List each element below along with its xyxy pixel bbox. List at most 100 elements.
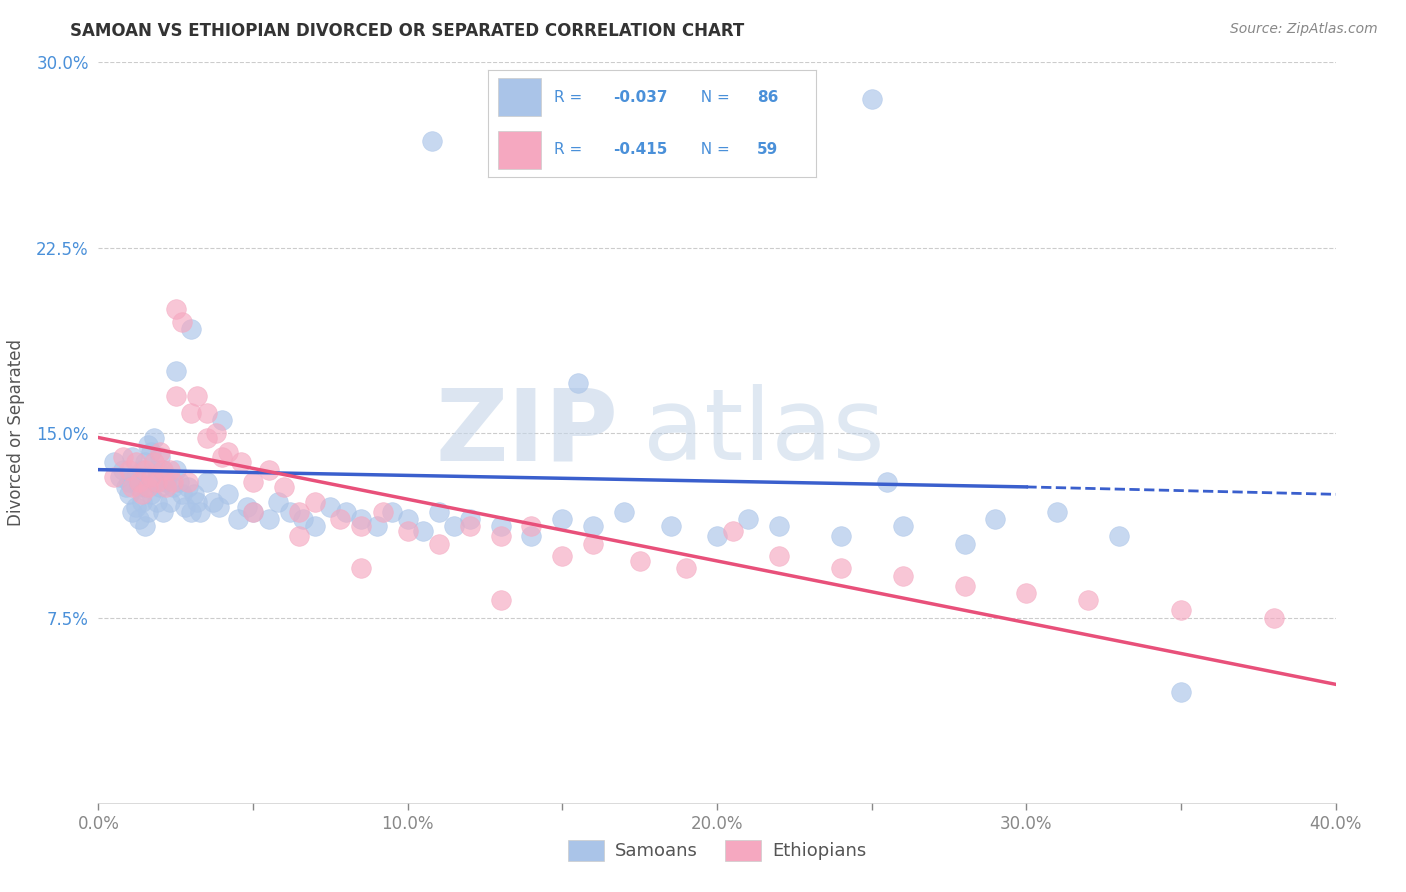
Point xyxy=(1170,685,1192,699)
Point xyxy=(267,494,290,508)
Point xyxy=(155,480,177,494)
Point xyxy=(427,536,450,550)
Point xyxy=(186,388,208,402)
Point xyxy=(115,480,138,494)
Point xyxy=(876,475,898,489)
Point xyxy=(180,505,202,519)
Point xyxy=(1046,505,1069,519)
Point xyxy=(721,524,744,539)
Point xyxy=(567,376,589,391)
Point xyxy=(121,480,143,494)
Point xyxy=(984,512,1007,526)
Point xyxy=(165,302,187,317)
Point xyxy=(177,480,200,494)
Point xyxy=(177,475,200,489)
Point xyxy=(257,512,280,526)
Point xyxy=(149,480,172,494)
Point xyxy=(551,512,574,526)
Point xyxy=(659,519,682,533)
Point xyxy=(195,431,218,445)
Point xyxy=(128,480,150,494)
Point xyxy=(124,500,146,514)
Point xyxy=(146,475,169,489)
Point xyxy=(458,519,481,533)
Point xyxy=(242,475,264,489)
Point xyxy=(860,92,883,106)
Point xyxy=(121,450,143,465)
Point xyxy=(152,462,174,476)
Point xyxy=(134,455,156,469)
Point xyxy=(139,487,162,501)
Point xyxy=(288,505,311,519)
Point xyxy=(136,438,159,452)
Point xyxy=(155,475,177,489)
Point xyxy=(350,512,373,526)
Point xyxy=(217,487,239,501)
Point xyxy=(211,413,233,427)
Point xyxy=(149,445,172,459)
Point xyxy=(118,487,141,501)
Point xyxy=(165,462,187,476)
Point xyxy=(582,536,605,550)
Point xyxy=(139,445,162,459)
Point xyxy=(170,314,193,328)
Point xyxy=(108,470,131,484)
Point xyxy=(170,487,193,501)
Point xyxy=(273,480,295,494)
Point xyxy=(118,475,141,489)
Point xyxy=(201,494,224,508)
Point xyxy=(257,462,280,476)
Point xyxy=(134,519,156,533)
Point xyxy=(1108,529,1130,543)
Legend: Samoans, Ethiopians: Samoans, Ethiopians xyxy=(561,832,873,868)
Point xyxy=(319,500,342,514)
Point xyxy=(304,519,326,533)
Point xyxy=(443,519,465,533)
Point xyxy=(278,505,301,519)
Point xyxy=(953,579,976,593)
Point xyxy=(180,406,202,420)
Point xyxy=(489,593,512,607)
Point xyxy=(458,512,481,526)
Point xyxy=(121,505,143,519)
Point xyxy=(304,494,326,508)
Point xyxy=(165,364,187,378)
Point xyxy=(190,505,212,519)
Point xyxy=(139,470,162,484)
Point xyxy=(381,505,404,519)
Point xyxy=(131,494,153,508)
Point xyxy=(675,561,697,575)
Point xyxy=(830,561,852,575)
Point xyxy=(136,505,159,519)
Point xyxy=(195,475,218,489)
Point xyxy=(205,425,228,440)
Point xyxy=(891,519,914,533)
Point xyxy=(134,462,156,476)
Point xyxy=(174,500,197,514)
Point xyxy=(737,512,759,526)
Point xyxy=(371,505,394,519)
Point xyxy=(211,450,233,465)
Point xyxy=(103,470,125,484)
Point xyxy=(335,505,357,519)
Point xyxy=(706,529,728,543)
Point xyxy=(131,487,153,501)
Point xyxy=(103,455,125,469)
Point xyxy=(146,462,169,476)
Point xyxy=(329,512,352,526)
Point xyxy=(768,519,790,533)
Point xyxy=(146,494,169,508)
Point xyxy=(186,494,208,508)
Point xyxy=(350,519,373,533)
Point xyxy=(159,494,181,508)
Text: SAMOAN VS ETHIOPIAN DIVORCED OR SEPARATED CORRELATION CHART: SAMOAN VS ETHIOPIAN DIVORCED OR SEPARATE… xyxy=(70,22,745,40)
Point xyxy=(152,505,174,519)
Point xyxy=(165,388,187,402)
Point xyxy=(628,554,651,568)
Point xyxy=(112,450,135,465)
Point xyxy=(162,475,184,489)
Point xyxy=(183,487,205,501)
Point xyxy=(159,462,181,476)
Point xyxy=(396,512,419,526)
Point xyxy=(128,512,150,526)
